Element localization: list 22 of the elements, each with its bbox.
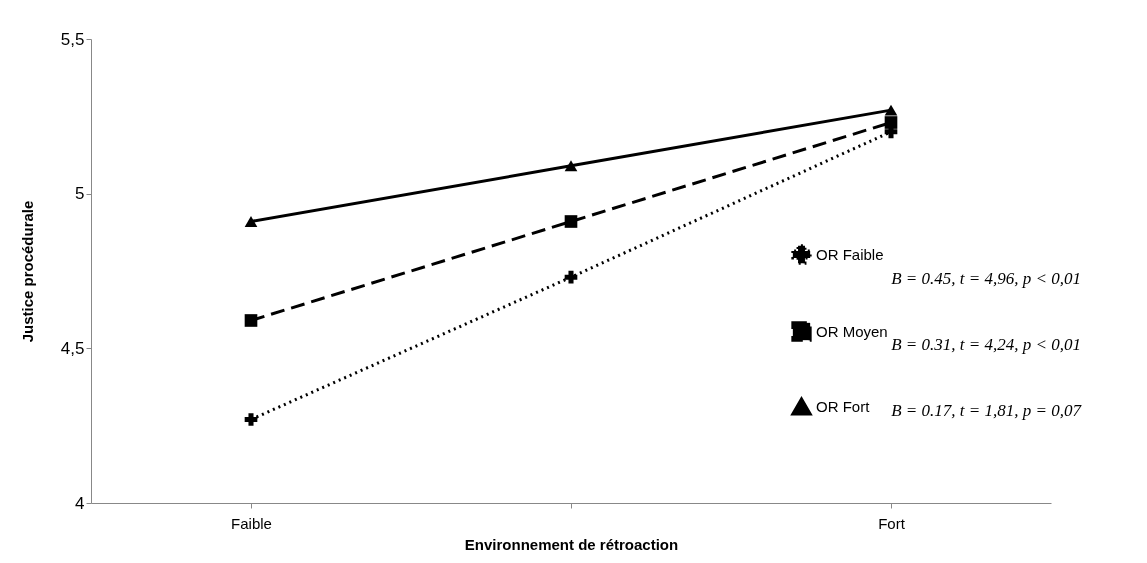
annotation: B = 0.45, t = 4,96, p < 0,01 [891,269,1081,288]
y-tick-label: 5 [75,184,85,204]
point [244,413,258,426]
point [244,314,258,327]
annotation: B = 0.17, t = 1,81, p = 0,07 [891,401,1083,420]
y-tick-label: 4,5 [60,338,85,358]
x-tick-label: Fort [878,514,906,532]
legend-label: OR Faible [816,245,884,263]
x-axis-title: Environnement de rétroaction [464,535,679,553]
y-tick-label: 4 [75,493,85,513]
point [564,270,578,284]
point [244,216,258,227]
legend-label: OR Moyen [816,322,888,340]
annotation: B = 0.31, t = 4,24, p < 0,01 [891,335,1081,354]
point [564,215,578,228]
point [564,160,578,172]
point [884,104,898,116]
legend-label: OR Fort [816,397,871,415]
y-tick-label: 5,5 [60,29,85,49]
point [884,116,898,129]
x-tick-label: Faible [231,514,272,532]
y-axis-title: Justice procédurale [18,200,36,343]
